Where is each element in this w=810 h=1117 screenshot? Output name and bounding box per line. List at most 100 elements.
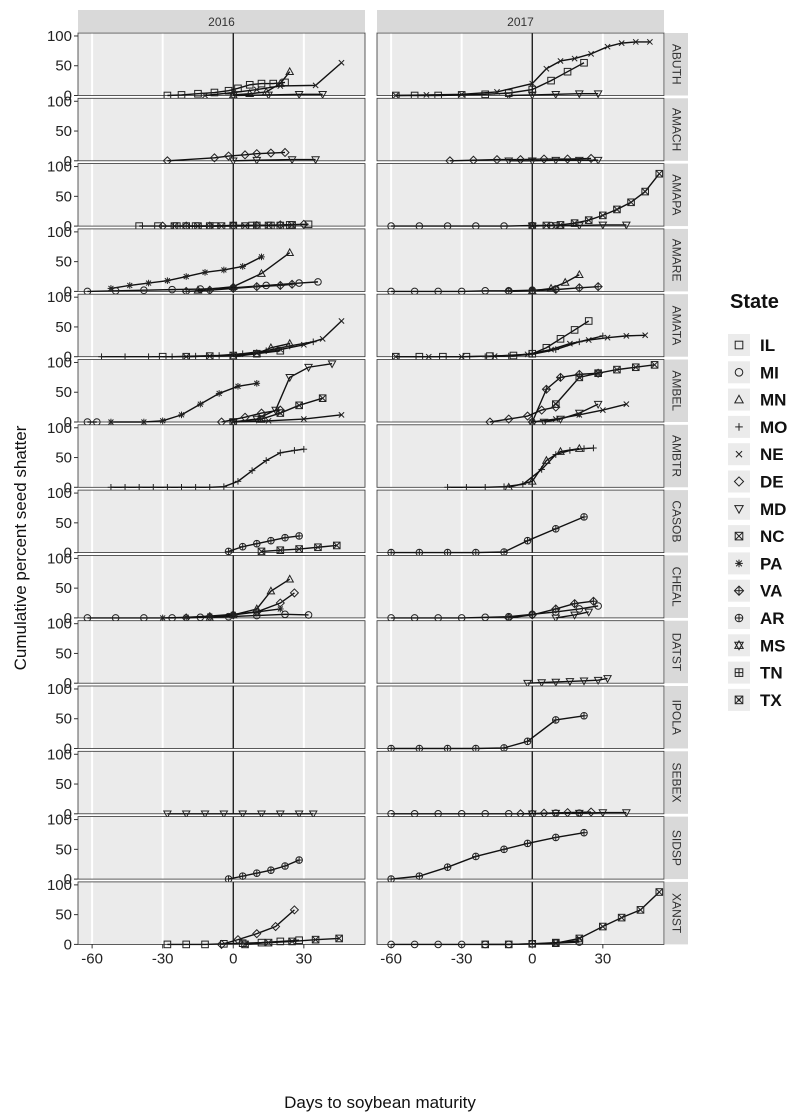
data-point (267, 536, 275, 545)
panel-background (377, 228, 664, 292)
data-point-shape (603, 675, 613, 684)
data-point (266, 148, 276, 158)
data-point (527, 157, 537, 166)
data-point-stroke (618, 40, 625, 47)
data-point-stroke (288, 221, 296, 229)
data-point-shape (285, 374, 295, 383)
series-line (391, 715, 585, 750)
data-point-stroke (338, 411, 345, 418)
data-point-shape (539, 418, 549, 427)
data-point (319, 335, 326, 342)
species-strip-label: AMARE (670, 239, 684, 282)
species-strip-label: AMACH (670, 108, 684, 151)
data-point (604, 43, 611, 50)
data-point (224, 875, 233, 883)
series-line (162, 608, 281, 619)
data-point (571, 55, 578, 62)
data-point (539, 154, 549, 164)
data-point (504, 92, 514, 101)
data-point (551, 604, 561, 614)
panel-border (376, 620, 665, 684)
data-point-shape (551, 91, 561, 100)
data-point-stroke (202, 269, 208, 276)
data-point (551, 678, 561, 687)
data-point (299, 219, 309, 229)
data-point-shape (575, 373, 584, 382)
species-strip (665, 424, 688, 488)
panel-background (377, 98, 664, 161)
legend-label: TN (760, 664, 783, 683)
data-point (621, 221, 631, 230)
legend-label: MD (760, 500, 786, 519)
series-line (233, 93, 323, 97)
data-point-shape (655, 888, 664, 896)
data-point (537, 405, 547, 415)
data-point (392, 92, 399, 99)
data-point (632, 38, 639, 45)
data-point-shape (527, 157, 537, 166)
panel-background (377, 424, 664, 488)
data-point (636, 906, 645, 914)
data-point (145, 353, 152, 360)
data-point-shape (295, 545, 303, 553)
data-point-shape (287, 156, 297, 165)
data-point (584, 317, 593, 325)
data-point-shape (523, 679, 533, 689)
data-point-shape (163, 940, 172, 949)
data-point-shape (245, 80, 254, 89)
data-point (586, 153, 596, 164)
y-tick-label: 0 (64, 349, 72, 366)
data-point-shape (252, 929, 262, 939)
y-tick-label: 50 (55, 776, 72, 793)
data-point (335, 934, 343, 943)
data-point-shape (210, 88, 219, 97)
data-point-stroke (613, 365, 621, 374)
data-point-shape (504, 92, 514, 101)
data-point (570, 611, 580, 620)
x-tick-label: 30 (295, 950, 312, 967)
data-point (168, 285, 176, 294)
data-point (556, 415, 565, 424)
species-strip (665, 555, 688, 618)
legend-symbol-shape (733, 505, 745, 515)
legend-symbol (733, 394, 745, 404)
data-point-shape (537, 679, 547, 688)
data-point-shape (593, 400, 603, 409)
data-point-stroke (253, 380, 260, 387)
y-tick-label: 0 (64, 479, 72, 496)
data-point (523, 737, 532, 746)
panel-background (78, 424, 365, 488)
data-point-shape (434, 940, 442, 949)
data-point-stroke (604, 43, 611, 50)
data-point (627, 198, 635, 207)
data-point-shape (224, 612, 233, 621)
data-point (266, 342, 276, 352)
legend-symbol (733, 505, 745, 515)
series-line (162, 350, 281, 358)
data-point-stroke (604, 334, 611, 341)
data-point-shape (527, 810, 537, 819)
series-line (391, 605, 599, 619)
data-point-shape (294, 810, 304, 819)
data-point-stroke (159, 615, 166, 621)
data-point-shape (551, 156, 561, 166)
x-axis-title: Days to soybean maturity (284, 1093, 476, 1112)
data-point (253, 86, 260, 93)
data-point (245, 88, 255, 98)
data-point (481, 484, 489, 491)
y-tick-label: 0 (64, 610, 72, 627)
data-point (574, 222, 584, 231)
legend-symbol-shape (734, 531, 744, 541)
data-point (434, 940, 442, 949)
data-point-shape (304, 363, 314, 373)
data-point (586, 807, 596, 817)
panel-border (77, 685, 366, 749)
data-point-shape (276, 346, 285, 355)
data-point (276, 546, 285, 555)
data-point (551, 833, 560, 842)
data-point (276, 346, 285, 355)
data-point-shape (327, 360, 337, 369)
legend-symbol-shape (734, 368, 744, 377)
series-line (449, 157, 592, 162)
data-point-shape (288, 221, 296, 229)
